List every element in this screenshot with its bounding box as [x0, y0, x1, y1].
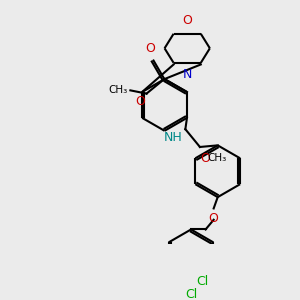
- Text: O: O: [209, 212, 219, 225]
- Text: NH: NH: [164, 131, 183, 144]
- Text: O: O: [200, 152, 210, 165]
- Text: CH₃: CH₃: [109, 85, 128, 95]
- Text: O: O: [135, 95, 145, 108]
- Text: O: O: [182, 14, 192, 27]
- Text: CH₃: CH₃: [207, 153, 227, 163]
- Text: Cl: Cl: [185, 288, 197, 300]
- Text: O: O: [145, 42, 155, 55]
- Text: Cl: Cl: [196, 275, 208, 288]
- Text: N: N: [182, 68, 192, 81]
